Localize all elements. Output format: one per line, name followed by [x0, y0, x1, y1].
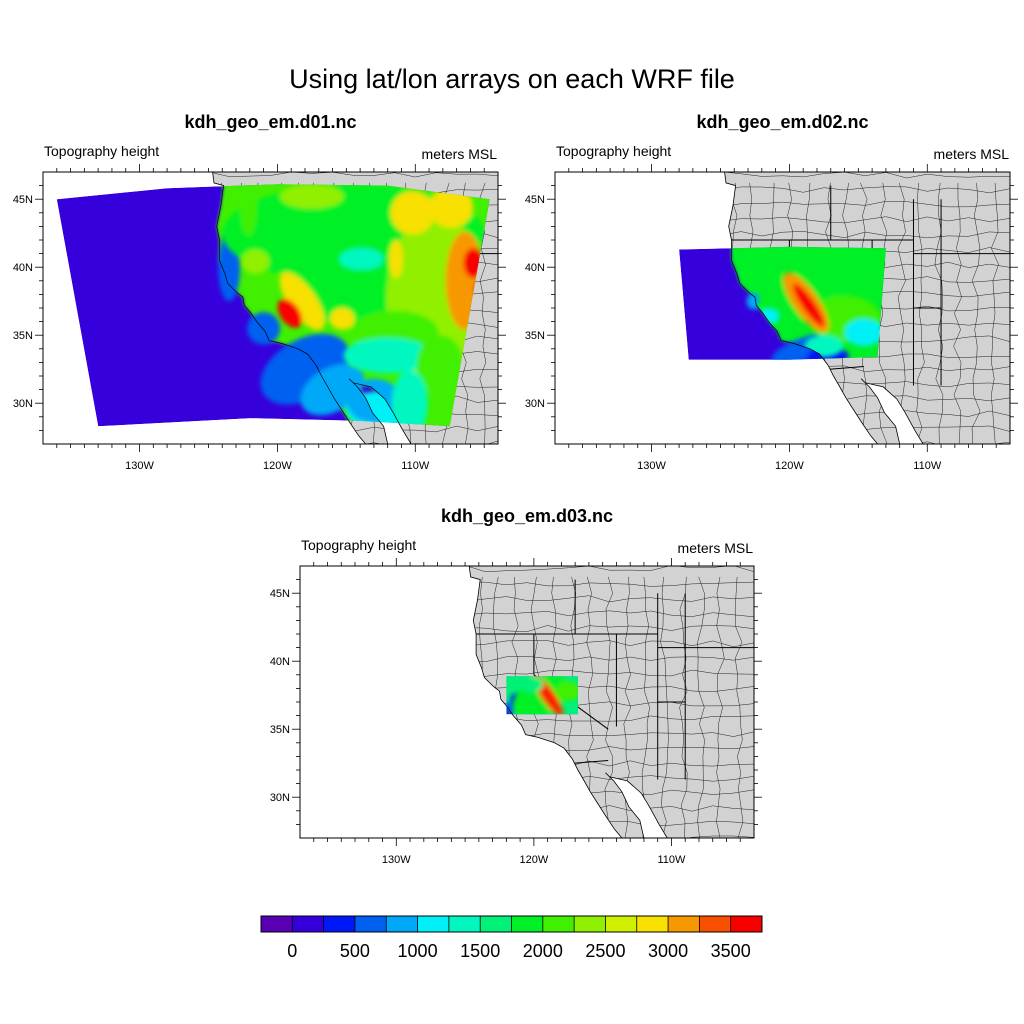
- axis-ticks: [292, 558, 762, 846]
- colorbar-label: 3500: [711, 941, 751, 961]
- elevation-blob: [343, 337, 432, 374]
- elevation-blob: [793, 283, 825, 327]
- colorbar-box: [417, 916, 450, 932]
- panel-title: kdh_geo_em.d01.nc: [184, 112, 356, 132]
- elevation-blob: [277, 298, 303, 328]
- colorbar-box: [574, 916, 606, 932]
- colorbar-box: [448, 916, 481, 932]
- colorbar-label: 1500: [460, 941, 500, 961]
- colorbar-box: [354, 916, 387, 932]
- lat-tick-label: 35N: [13, 330, 33, 342]
- elevation-blob: [429, 186, 474, 228]
- lon-tick-label: 120W: [520, 854, 549, 866]
- lon-tick-label: 120W: [775, 460, 804, 472]
- map-panel-d01: kdh_geo_em.d01.nc Topography height meters…: [13, 112, 506, 472]
- figure-title: Using lat/lon arrays on each WRF file: [289, 64, 735, 94]
- lon-tick-label: 130W: [382, 854, 411, 866]
- map-panel-d03: kdh_geo_em.d03.nc Topography height meters…: [270, 506, 762, 866]
- colorbar-label: 0: [287, 941, 297, 961]
- colorbar-box: [542, 916, 575, 932]
- panel-right-string: meters MSL: [422, 146, 498, 162]
- elevation-blob: [339, 248, 384, 270]
- lat-tick-label: 35N: [525, 330, 545, 342]
- colorbar-box: [699, 916, 731, 932]
- panel-right-string: meters MSL: [934, 146, 1010, 162]
- coastline: [724, 246, 886, 360]
- map-body: [43, 172, 498, 444]
- lat-tick-label: 30N: [13, 398, 33, 410]
- lat-tick-label: 30N: [270, 792, 290, 804]
- elevation-blobs: [512, 676, 578, 715]
- colorbar-box: [261, 916, 293, 932]
- lat-tick-label: 40N: [270, 656, 290, 668]
- map-body: [300, 566, 754, 838]
- colorbar-label: 1000: [398, 941, 438, 961]
- lat-tick-label: 40N: [525, 262, 545, 274]
- elevation-blob: [518, 676, 544, 693]
- elevation-blob: [390, 191, 435, 235]
- map-body: [555, 172, 1010, 444]
- lon-tick-label: 130W: [125, 460, 154, 472]
- elevation-blob: [555, 681, 578, 701]
- lon-tick-label: 110W: [657, 854, 686, 866]
- elevation-blob: [241, 249, 270, 274]
- elevation-blob: [391, 370, 428, 427]
- panel-left-string: Topography height: [556, 143, 671, 159]
- lat-tick-label: 45N: [525, 194, 545, 206]
- colorbar-box: [323, 916, 356, 932]
- colorbar-frame: [260, 915, 763, 933]
- panel-left-string: Topography height: [301, 537, 416, 553]
- topography-field: [506, 676, 578, 715]
- topography-field: [679, 246, 886, 360]
- axis-ticks: [547, 164, 1018, 452]
- elevation-blob: [416, 335, 464, 396]
- coastline: [212, 184, 490, 427]
- lat-tick-label: 45N: [270, 588, 290, 600]
- elevation-blob: [823, 250, 880, 284]
- lon-tick-label: 130W: [637, 460, 666, 472]
- colorbar-label: 500: [340, 941, 370, 961]
- elevation-blobs: [746, 250, 884, 357]
- colorbar-box: [730, 916, 763, 932]
- lon-tick-label: 110W: [913, 460, 942, 472]
- axis-ticks: [35, 164, 506, 452]
- lon-tick-label: 120W: [263, 460, 292, 472]
- colorbar-label: 2000: [523, 941, 563, 961]
- lat-tick-label: 30N: [525, 398, 545, 410]
- elevation-blob: [746, 259, 783, 289]
- topography-field: [56, 184, 490, 427]
- elevation-blob: [280, 184, 344, 209]
- elevation-blob: [279, 272, 325, 331]
- colorbar-label: 3000: [648, 941, 688, 961]
- lat-tick-label: 35N: [270, 724, 290, 736]
- lat-tick-label: 45N: [13, 194, 33, 206]
- lat-tick-label: 40N: [13, 262, 33, 274]
- elevation-blob: [240, 184, 257, 236]
- elevation-blob: [844, 318, 884, 347]
- colorbar-box: [480, 916, 512, 932]
- elevation-blob: [537, 679, 561, 714]
- lon-tick-label: 110W: [401, 460, 430, 472]
- colorbar-label: 2500: [585, 941, 625, 961]
- elevation-blob: [329, 308, 355, 330]
- colorbar: 0 500 1000 1500 2000 2500 3000 3500: [260, 915, 763, 961]
- colorbar-box: [605, 916, 638, 932]
- colorbar-box: [668, 916, 700, 932]
- panel-left-string: Topography height: [44, 143, 159, 159]
- map-panel-d02: kdh_geo_em.d02.nc Topography height meters…: [525, 112, 1018, 472]
- colorbar-box: [636, 916, 669, 932]
- panel-title: kdh_geo_em.d02.nc: [696, 112, 868, 132]
- elevation-blob: [389, 240, 403, 279]
- colorbar-box: [292, 916, 324, 932]
- colorbar-box: [386, 916, 418, 932]
- panel-title: kdh_geo_em.d03.nc: [441, 506, 613, 526]
- county-boundaries: [469, 566, 754, 838]
- panel-right-string: meters MSL: [678, 540, 754, 556]
- colorbar-box: [511, 916, 544, 932]
